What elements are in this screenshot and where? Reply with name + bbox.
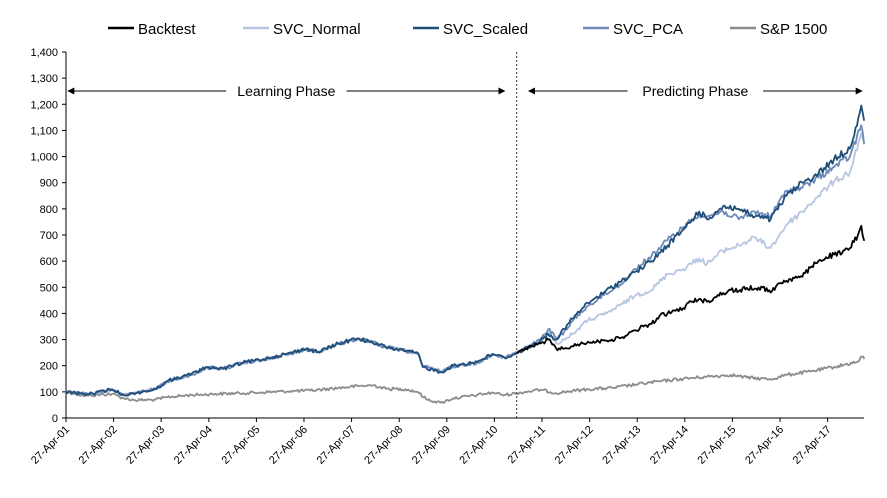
x-tick-label: 27-Apr-08: [362, 424, 405, 467]
x-tick-label: 27-Apr-06: [267, 424, 310, 467]
series-line-svc-scaled: [65, 104, 865, 397]
series-line-s-p-1500: [65, 355, 865, 404]
predicting-phase-label: Predicting Phase: [642, 83, 748, 99]
x-tick-label: 27-Apr-16: [743, 424, 786, 467]
x-tick-label: 27-Apr-10: [457, 424, 500, 467]
predicting-phase: Predicting Phase: [527, 81, 863, 101]
predicting-phase-label-bg: [627, 81, 764, 101]
x-tick-label: 27-Apr-15: [695, 424, 738, 467]
learning-phase-label-bg: [226, 81, 347, 101]
y-tick-label: 1,200: [30, 99, 58, 111]
x-tick-label: 27-Apr-13: [600, 424, 643, 467]
y-tick-label: 900: [40, 178, 58, 190]
y-tick-label: 0: [52, 413, 58, 425]
y-tick-label: 100: [40, 387, 58, 399]
x-tick-label: 27-Apr-11: [506, 424, 549, 467]
y-tick-label: 300: [40, 335, 58, 347]
y-tick-label: 700: [40, 230, 58, 242]
legend-label: SVC_Scaled: [443, 21, 528, 38]
series-line-svc-normal: [65, 132, 865, 396]
y-tick-label: 1,300: [30, 73, 58, 85]
x-tick-label: 27-Apr-17: [791, 424, 834, 467]
y-axis: 0 100 200 300 400 500 600 700 800 900 1,000 1,100 1,…: [30, 47, 67, 425]
legend-label: SVC_PCA: [613, 21, 683, 38]
x-tick-label: 27-Apr-05: [219, 424, 262, 467]
legend-item-svc-pca: SVC_PCA: [583, 21, 683, 38]
legend-item-svc-scaled: SVC_Scaled: [413, 21, 528, 38]
x-tick-label: 27-Apr-12: [553, 424, 596, 467]
learning-phase: Learning Phase: [67, 81, 506, 101]
legend-item-backtest: Backtest: [108, 21, 196, 38]
y-tick-label: 1,000: [30, 152, 58, 164]
x-axis: 27-Apr-01 27-Apr-02 27-Apr-03 27-Apr-04 27-A…: [29, 417, 864, 467]
x-tick-label: 27-Apr-02: [77, 424, 120, 467]
y-tick-label: 500: [40, 282, 58, 294]
series-line-backtest: [515, 224, 865, 355]
legend-item-s-p-1500: S&P 1500: [730, 21, 827, 38]
y-tick-label: 400: [40, 308, 58, 320]
y-tick-label: 1,400: [30, 47, 58, 59]
x-tick-label: 27-Apr-09: [410, 424, 453, 467]
legend: Backtest SVC_Normal SVC_Scaled SVC_PCA S&P 1…: [108, 21, 827, 38]
phase-annotations: Learning Phase Predicting Phase: [67, 52, 863, 418]
x-tick-label: 27-Apr-03: [124, 424, 167, 467]
y-tick-label: 600: [40, 256, 58, 268]
x-tick-label: 27-Apr-04: [172, 424, 215, 467]
legend-item-svc-normal: SVC_Normal: [243, 21, 361, 38]
x-tick-label: 27-Apr-14: [648, 424, 691, 467]
legend-label: SVC_Normal: [273, 21, 361, 38]
series-layer: [65, 104, 865, 404]
y-tick-label: 1,100: [30, 125, 58, 137]
legend-label: Backtest: [138, 21, 196, 38]
y-tick-label: 200: [40, 361, 58, 373]
series-line-svc-pca: [65, 124, 865, 397]
legend-label: S&P 1500: [760, 21, 827, 38]
x-tick-label: 27-Apr-07: [315, 424, 358, 467]
y-tick-label: 800: [40, 204, 58, 216]
x-tick-label: 27-Apr-01: [29, 424, 72, 467]
learning-phase-label: Learning Phase: [237, 83, 335, 99]
